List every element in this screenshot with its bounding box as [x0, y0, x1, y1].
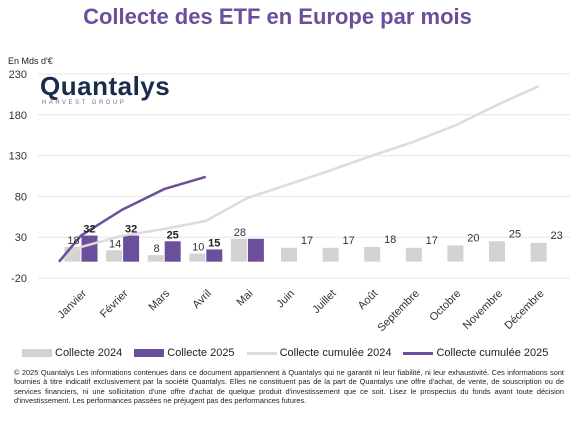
y-tick-label: 80	[15, 191, 27, 203]
legend-item-collecte-2025: Collecte 2025	[134, 347, 235, 359]
y-tick-label: 130	[9, 151, 27, 163]
data-label-collecte-2024: 20	[467, 232, 479, 244]
x-tick-label: Février	[98, 287, 131, 320]
chart-title: Collecte des ETF en Europe par mois	[83, 4, 472, 29]
x-tick-label: Septembre	[375, 288, 422, 335]
x-tick-label: Juin	[274, 288, 297, 311]
legend-swatch-cumul-2025	[403, 351, 434, 355]
y-tick-label: 30	[15, 232, 27, 244]
x-tick-label: Novembre	[461, 288, 505, 332]
data-label-collecte-2024: 28	[234, 227, 246, 239]
data-label-collecte-2024: 17	[301, 235, 313, 247]
y-tick-label: 230	[9, 69, 27, 81]
bar-collecte-2024	[281, 247, 297, 262]
bar-collecte-2024	[405, 247, 422, 262]
x-tick-label: Mai	[234, 288, 255, 309]
bar-collecte-2025	[164, 241, 181, 262]
x-tick-label: Avril	[190, 288, 213, 311]
x-tick-label: Juillet	[310, 288, 338, 316]
data-label-collecte-2024: 8	[154, 243, 160, 255]
y-tick-label: 180	[9, 110, 27, 122]
bar-collecte-2024	[530, 242, 547, 262]
data-label-collecte-2024: 18	[67, 235, 79, 247]
legend-swatch-collecte-2025	[134, 349, 165, 357]
bar-collecte-2025	[81, 235, 98, 262]
bar-collecte-2024	[230, 238, 247, 262]
data-label-collecte-2025: 25	[167, 229, 179, 241]
logo-name: Quantalys	[40, 71, 171, 101]
legend-label: Collecte cumulée 2025	[436, 347, 549, 359]
bar-collecte-2025	[206, 249, 223, 262]
data-label-collecte-2024: 17	[426, 235, 438, 247]
bar-collecte-2024	[189, 253, 206, 262]
logo-tagline: HARVEST GROUP	[42, 100, 127, 106]
y-axis-units: En Mds d'€	[8, 56, 53, 66]
data-label-collecte-2024: 25	[509, 228, 521, 240]
x-tick-label: Août	[356, 288, 380, 312]
data-label-collecte-2025: 32	[125, 224, 137, 236]
legend-label: Collecte 2024	[55, 347, 123, 359]
etf-flows-chart: 230 180 130 80 30 -20 18 32 14 32 8 25 10 15 28 17 17 18 1…	[9, 69, 570, 335]
bar-collecte-2024	[106, 250, 123, 262]
bar-collecte-2024	[364, 246, 381, 262]
data-label-collecte-2024: 17	[342, 235, 354, 247]
x-tick-label: Janvier	[56, 287, 90, 321]
data-label-collecte-2025: 32	[83, 224, 95, 236]
quantalys-logo: Quantalys HARVEST GROUP	[40, 72, 170, 106]
x-tick-label: Mars	[147, 287, 173, 313]
data-label-collecte-2024: 10	[192, 242, 204, 254]
bar-collecte-2024	[147, 255, 164, 262]
x-tick-label: Décembre	[502, 288, 546, 332]
data-label-collecte-2024: 23	[550, 230, 562, 242]
legend-swatch-cumul-2024	[246, 351, 277, 355]
disclaimer-text: © 2025 Quantalys Les informations conten…	[14, 368, 564, 406]
data-label-collecte-2024: 18	[384, 234, 396, 246]
bar-collecte-2024	[322, 247, 339, 262]
x-tick-label: Octobre	[427, 288, 463, 324]
bar-collecte-2024	[489, 241, 505, 262]
data-label-collecte-2025: 15	[208, 237, 220, 249]
bar-collecte-2025	[123, 235, 140, 262]
legend-label: Collecte cumulée 2024	[279, 347, 392, 359]
legend-item-cumul-2025: Collecte cumulée 2025	[403, 347, 548, 359]
legend-label: Collecte 2025	[167, 347, 235, 359]
data-label-collecte-2024: 14	[109, 238, 121, 250]
y-tick-label: -20	[11, 273, 27, 285]
legend-item-cumul-2024: Collecte cumulée 2024	[246, 347, 392, 359]
legend: Collecte 2024 Collecte 2025 Collecte cum…	[22, 346, 562, 360]
line-collecte-cumulee-2024	[58, 85, 540, 263]
legend-item-collecte-2024: Collecte 2024	[22, 347, 122, 359]
line-collecte-cumulee-2025	[58, 175, 207, 263]
legend-swatch-collecte-2024	[22, 349, 52, 357]
bar-collecte-2024	[447, 245, 464, 262]
bar-collecte-2025	[247, 238, 264, 262]
